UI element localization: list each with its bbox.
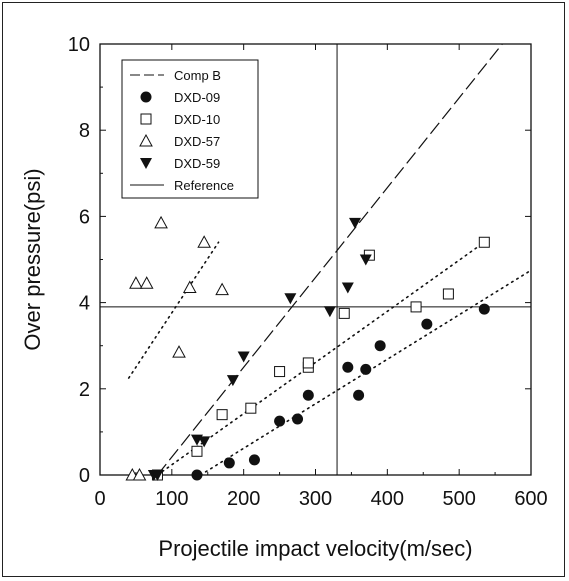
series-dxd-59-point [237,351,250,363]
series-dxd-09-fit-line [199,269,531,475]
legend-symbol [140,113,152,125]
legend-box [121,59,259,199]
series-dxd-10-fit-line [156,241,486,475]
legend-label: DXD-09 [174,90,220,105]
y-axis-label: Over pressure(psi) [20,168,45,350]
series-dxd-10-point [442,288,454,300]
series-dxd-09-point [302,389,314,401]
series-dxd-57-point [154,215,168,229]
series-dxd-59-point [359,254,372,266]
series-dxd-09-point [353,389,365,401]
y-tick-label: 10 [68,34,90,56]
series-dxd-10-point [274,366,286,378]
series-dxd-10-point [302,357,314,369]
y-tick-label: 6 [79,206,90,228]
x-tick-label: 400 [371,488,404,510]
series-dxd-10-point [191,445,203,457]
series-dxd-09-point [360,363,372,375]
legend-label: DXD-59 [174,156,220,171]
legend-symbol [139,133,153,147]
legend-label: DXD-10 [174,112,220,127]
series-dxd-09-point [374,340,386,352]
y-tick-label: 8 [79,120,90,142]
series-dxd-10-point [216,409,228,421]
x-axis-label: Projectile impact velocity(m/sec) [158,536,472,561]
y-tick-label: 0 [79,465,90,487]
series-dxd-59-point [341,282,354,294]
series-dxd-09-point [223,457,235,469]
x-tick-label: 0 [94,488,105,510]
legend-symbol [140,158,152,169]
series-comp-b-line [156,44,503,475]
series-dxd-57-point [172,345,186,358]
series-dxd-10-point [245,402,257,414]
x-tick-label: 300 [299,488,332,510]
x-tick-label: 200 [227,488,260,510]
legend-symbol [140,91,152,103]
series-dxd-59-point [151,470,164,481]
y-tick-label: 4 [79,293,90,315]
x-tick-label: 600 [514,488,547,510]
series-dxd-09-point [274,415,286,427]
series-dxd-09-point [292,413,304,425]
series-dxd-10-point [338,307,350,319]
series-dxd-57-point [215,282,229,296]
series-dxd-09-point [191,469,203,481]
series-dxd-09-point [342,361,354,373]
series-dxd-10-point [478,236,490,248]
series-dxd-59-point [226,375,239,387]
series-dxd-59-point [284,293,297,305]
series-dxd-59-point [198,436,211,448]
legend-label: Comp B [174,68,221,83]
plot-content [100,44,531,475]
series-dxd-59-point [323,306,336,318]
figure-frame [2,2,565,577]
legend-label: Reference [174,178,234,193]
series-dxd-57-point [132,467,147,481]
series-dxd-09-point [421,318,433,330]
series-dxd-10-point [410,301,422,313]
x-tick-label: 500 [442,488,475,510]
series-dxd-57-point [182,280,197,294]
series-dxd-09-point [248,454,260,466]
x-tick-label: 100 [155,488,188,510]
series-dxd-57-point [139,276,154,289]
series-dxd-59-point [349,217,362,229]
y-tick-label: 2 [79,379,90,401]
series-dxd-57-point [129,276,143,289]
series-dxd-09-point [478,303,490,315]
series-dxd-57-point [197,235,212,248]
legend-label: DXD-57 [174,134,220,149]
